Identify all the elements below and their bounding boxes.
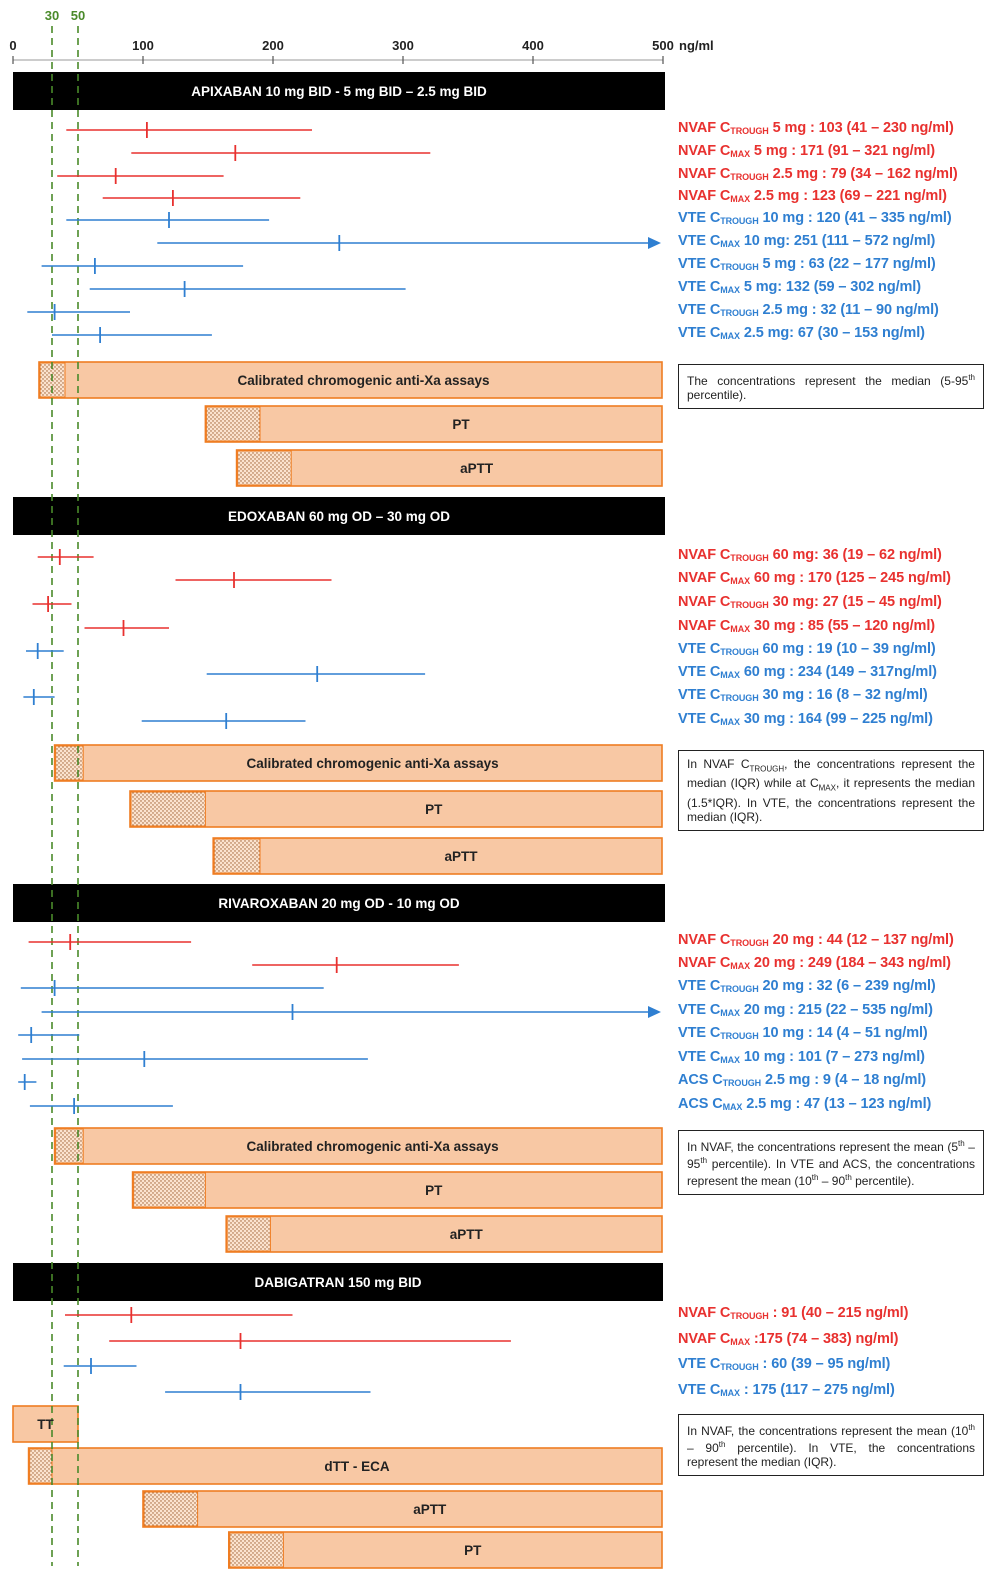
assay-dotted-zone	[130, 791, 206, 827]
series-label: NVAF CTROUGH 5 mg : 103 (41 – 230 ng/ml)	[678, 120, 954, 136]
assay-bar	[53, 744, 663, 782]
assay-bar	[27, 1447, 663, 1485]
assay-bar	[225, 1215, 663, 1253]
series-label: VTE CTROUGH 60 mg : 19 (10 – 39 ng/ml)	[678, 641, 936, 657]
assay-bar	[212, 837, 663, 875]
axis-tick-label: 300	[392, 38, 414, 53]
axis-tick-label: 0	[9, 38, 16, 53]
assay-dotted-zone	[55, 1128, 84, 1164]
panel-note: The concentrations represent the median …	[678, 364, 984, 409]
series-label: NVAF CMAX 30 mg : 85 (55 – 120 ng/ml)	[678, 618, 935, 634]
series-label: NVAF CTROUGH 60 mg: 36 (19 – 62 ng/ml)	[678, 547, 942, 563]
series-label: NVAF CTROUGH 20 mg : 44 (12 – 137 ng/ml)	[678, 932, 954, 948]
ref-line-label: 30	[45, 8, 59, 23]
axis-tick-label: 500	[652, 38, 674, 53]
series-label: VTE CTROUGH 10 mg : 120 (41 – 335 ng/ml)	[678, 210, 952, 226]
axis-unit: ng/ml	[679, 38, 714, 53]
assay-bar	[129, 790, 663, 828]
assay-label: PT	[425, 802, 443, 817]
assay-label: TT	[37, 1417, 54, 1432]
panel-note: In NVAF, the concentrations represent th…	[678, 1414, 984, 1476]
series-label: NVAF CTROUGH : 91 (40 – 215 ng/ml)	[678, 1305, 909, 1321]
panel-header	[13, 497, 665, 535]
assay-label: Calibrated chromogenic anti-Xa assays	[247, 1139, 499, 1154]
series-label: NVAF CMAX 2.5 mg : 123 (69 – 221 ng/ml)	[678, 188, 947, 204]
panel-note: In NVAF CTROUGH, the concentrations repr…	[678, 750, 984, 831]
series-label: VTE CTROUGH 20 mg : 32 (6 – 239 ng/ml)	[678, 978, 936, 994]
series-label: NVAF CTROUGH 2.5 mg : 79 (34 – 162 ng/ml…	[678, 166, 958, 182]
assay-label: PT	[464, 1543, 482, 1558]
assay-bar	[204, 405, 663, 443]
assay-dotted-zone	[133, 1172, 206, 1208]
assay-dotted-zone	[29, 1448, 53, 1484]
assay-bar	[38, 361, 663, 399]
ref-line-label: 50	[71, 8, 85, 23]
assay-bar	[235, 449, 663, 487]
assay-bar	[53, 1127, 663, 1165]
assay-label: aPTT	[444, 849, 478, 864]
assay-label: PT	[452, 417, 470, 432]
series-label: VTE CTROUGH 30 mg : 16 (8 – 32 ng/ml)	[678, 687, 928, 703]
assay-bar	[131, 1171, 663, 1209]
panel-header	[13, 1263, 663, 1301]
assay-dotted-zone	[143, 1491, 199, 1527]
series-label: VTE CMAX 60 mg : 234 (149 – 317ng/ml)	[678, 664, 937, 680]
panel-header	[13, 884, 665, 922]
series-label: VTE CTROUGH : 60 (39 – 95 ng/ml)	[678, 1356, 891, 1372]
assay-dotted-zone	[226, 1216, 271, 1252]
series-label: ACS CMAX 2.5 mg : 47 (13 – 123 ng/ml)	[678, 1096, 932, 1112]
series-label: ACS CTROUGH 2.5 mg : 9 (4 – 18 ng/ml)	[678, 1072, 927, 1088]
assay-label: dTT - ECA	[324, 1459, 389, 1474]
panel-title: EDOXABAN 60 mg OD – 30 mg OD	[228, 509, 450, 524]
assay-label: aPTT	[413, 1502, 447, 1517]
assay-bar	[228, 1531, 663, 1569]
series-label: NVAF CMAX 5 mg : 171 (91 – 321 ng/ml)	[678, 143, 935, 159]
series-label: VTE CMAX 10 mg: 251 (111 – 572 ng/ml)	[678, 233, 936, 249]
series-label: VTE CMAX 20 mg : 215 (22 – 535 ng/ml)	[678, 1002, 933, 1018]
panel-header	[13, 72, 665, 110]
series-label: NVAF CMAX :175 (74 – 383) ng/ml)	[678, 1331, 899, 1347]
panel-title: APIXABAN 10 mg BID - 5 mg BID – 2.5 mg B…	[191, 84, 487, 99]
panel-note: In NVAF, the concentrations represent th…	[678, 1130, 984, 1195]
assay-bar	[142, 1490, 663, 1528]
assay-label: aPTT	[450, 1227, 484, 1242]
series-label: NVAF CMAX 20 mg : 249 (184 – 343 ng/ml)	[678, 955, 951, 971]
axis-tick-label: 200	[262, 38, 284, 53]
assay-dotted-zone	[229, 1532, 284, 1568]
series-label: VTE CMAX 30 mg : 164 (99 – 225 ng/ml)	[678, 711, 933, 727]
series-label: NVAF CTROUGH 30 mg: 27 (15 – 45 ng/ml)	[678, 594, 942, 610]
assay-label: Calibrated chromogenic anti-Xa assays	[237, 373, 489, 388]
panel-title: RIVAROXABAN 20 mg OD - 10 mg OD	[218, 896, 460, 911]
assay-dotted-zone	[237, 450, 292, 486]
series-label: NVAF CMAX 60 mg : 170 (125 – 245 ng/ml)	[678, 570, 951, 586]
series-label: VTE CMAX 2.5 mg: 67 (30 – 153 ng/ml)	[678, 325, 925, 341]
panel-title: DABIGATRAN 150 mg BID	[254, 1275, 421, 1290]
series-label: VTE CMAX 10 mg : 101 (7 – 273 ng/ml)	[678, 1049, 925, 1065]
assay-label: aPTT	[460, 461, 494, 476]
series-label: VTE CMAX 5 mg: 132 (59 – 302 ng/ml)	[678, 279, 921, 295]
series-label: VTE CMAX : 175 (117 – 275 ng/ml)	[678, 1382, 895, 1398]
range-arrow	[648, 1006, 661, 1018]
range-arrow	[648, 237, 661, 249]
series-label: VTE CTROUGH 5 mg : 63 (22 – 177 ng/ml)	[678, 256, 936, 272]
axis-tick-label: 400	[522, 38, 544, 53]
series-label: VTE CTROUGH 2.5 mg : 32 (11 – 90 ng/ml)	[678, 302, 939, 318]
assay-dotted-zone	[55, 745, 84, 781]
assay-dotted-zone	[213, 838, 261, 874]
series-label: VTE CTROUGH 10 mg : 14 (4 – 51 ng/ml)	[678, 1025, 928, 1041]
axis-tick-label: 100	[132, 38, 154, 53]
assay-label: Calibrated chromogenic anti-Xa assays	[247, 756, 499, 771]
assay-dotted-zone	[205, 406, 261, 442]
assay-label: PT	[425, 1183, 443, 1198]
